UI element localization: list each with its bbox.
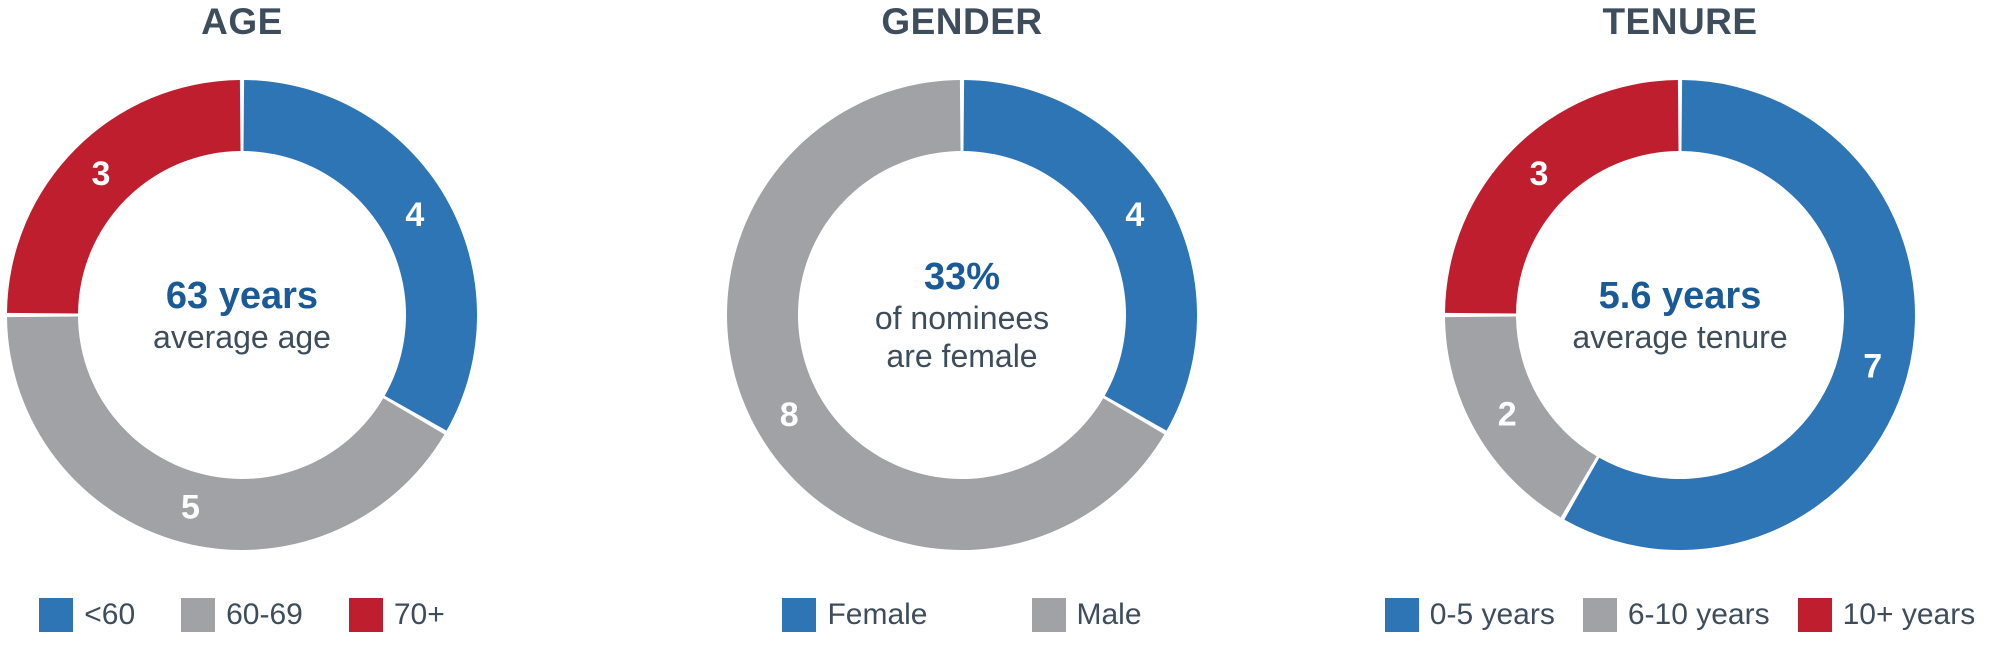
legend-item-70-: 70+ [348, 598, 445, 632]
legend-item-60-69: 60-69 [181, 598, 303, 632]
legend-swatch-icon [348, 598, 383, 632]
donut-slice-10-years [1445, 80, 1679, 314]
legend-item--60: <60 [39, 598, 135, 632]
legend-item-female: Female [782, 598, 928, 632]
donut-slice-6-10-years [1445, 316, 1597, 518]
legend-item-male: Male [1031, 598, 1142, 632]
slice-value-label: 5 [181, 489, 200, 527]
legend-swatch-icon [39, 598, 74, 632]
legend-label: 60-69 [226, 598, 303, 631]
legend-item-6-10-years: 6-10 years [1582, 598, 1770, 632]
slice-value-label: 3 [1529, 155, 1548, 193]
legend-swatch-icon [181, 598, 216, 632]
slice-value-label: 4 [405, 196, 424, 234]
donut-slice-70- [7, 80, 241, 314]
legend-label: Female [827, 598, 928, 631]
slice-value-label: 8 [780, 396, 799, 434]
age-legend: <60 60-69 70+ [7, 598, 477, 632]
gender-legend: Female Male [727, 598, 1197, 632]
donut-slice-male [727, 80, 1165, 550]
slice-value-label: 2 [1498, 396, 1517, 434]
slice-value-label: 3 [91, 155, 110, 193]
tenure-legend: 0-5 years 6-10 years 10+ years [1384, 598, 1975, 632]
legend-label: 0-5 years [1429, 598, 1555, 631]
tenure-donut-svg: 7 2 3 [1445, 80, 1915, 550]
slice-value-label: 7 [1863, 348, 1882, 386]
donut-slice-0-5-years [1564, 80, 1915, 550]
legend-item-0-5-years: 0-5 years [1384, 598, 1555, 632]
legend-label: <60 [84, 598, 136, 631]
legend-label: 70+ [393, 598, 445, 631]
tenure-chart-title: TENURE [1602, 1, 1758, 42]
legend-swatch-icon [782, 598, 817, 632]
slice-value-label: 4 [1125, 196, 1144, 234]
gender-chart-title: GENDER [881, 1, 1043, 42]
donut-slice-female [963, 80, 1197, 431]
donut-slice-60-69 [7, 316, 445, 550]
donut-slice--60 [243, 80, 477, 431]
age-chart-title: AGE [201, 1, 283, 42]
legend-label: Male [1076, 598, 1142, 631]
age-donut-svg: 4 5 3 [7, 80, 477, 550]
legend-swatch-icon [1582, 598, 1617, 632]
legend-swatch-icon [1031, 598, 1066, 632]
legend-label: 10+ years [1842, 598, 1976, 631]
legend-swatch-icon [1797, 598, 1832, 632]
legend-label: 6-10 years [1627, 598, 1770, 631]
gender-donut-svg: 48 [727, 80, 1197, 550]
legend-item-10-years: 10+ years [1797, 598, 1976, 632]
legend-swatch-icon [1384, 598, 1419, 632]
